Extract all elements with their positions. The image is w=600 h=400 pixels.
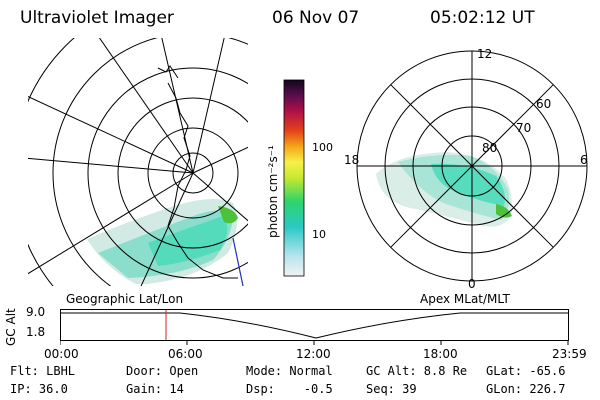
lat-label-70: 70	[516, 121, 531, 135]
time-label: 05:02:12 UT	[430, 8, 535, 28]
geographic-map	[28, 38, 248, 286]
lat-label-60: 60	[536, 97, 551, 111]
sequence-number: Seq: 39	[366, 382, 417, 396]
time-tick-1800: 18:00	[423, 347, 458, 361]
aurora-emission-right	[376, 152, 512, 227]
altitude-axis-label: GC Alt	[4, 308, 18, 346]
time-tick-0000: 00:00	[44, 347, 79, 361]
mlt-label-0: 0	[468, 277, 476, 290]
mlt-label-18: 18	[344, 153, 359, 167]
door-status: Door: Open	[126, 364, 199, 378]
altitude-tick-min: 1.8	[26, 325, 46, 339]
time-tick-0600: 06:00	[168, 347, 203, 361]
altitude-tick-max: 9.0	[26, 305, 46, 319]
instrument-title: Ultraviolet Imager	[20, 8, 174, 28]
terminator-line	[232, 237, 244, 286]
altitude-curve	[60, 312, 568, 339]
left-map-caption: Geographic Lat/Lon	[66, 292, 184, 306]
date-label: 06 Nov 07	[272, 8, 360, 28]
gc-altitude: GC Alt: 8.8 Re	[366, 364, 468, 378]
geo-latitude: GLat: -65.6	[486, 364, 566, 378]
colorbar-tick-10: 10	[312, 228, 326, 241]
flight-filter: Flt: LBHL	[10, 364, 76, 378]
polar-mlt-plot: 12 18 6 0 60 70 80	[344, 47, 588, 290]
time-tick-1200: 12:00	[296, 347, 331, 361]
mode-status: Mode: Normal	[246, 364, 333, 378]
mlt-label-12: 12	[477, 47, 492, 61]
coastline	[167, 82, 238, 279]
right-map-caption: Apex MLat/MLT	[420, 292, 510, 306]
mlt-label-6: 6	[580, 153, 588, 167]
ip-value: IP: 36.0	[10, 382, 68, 396]
dsp-value: Dsp: -0.5	[246, 382, 333, 396]
gain-value: Gain: 14	[126, 382, 184, 396]
color-scale-bar	[283, 79, 305, 277]
colorbar-unit-label: photon cm⁻²s⁻¹	[266, 145, 280, 238]
geo-longitude: GLon: 226.7	[486, 382, 566, 396]
colorbar-tick-100: 100	[312, 141, 333, 154]
lat-label-80: 80	[482, 141, 497, 155]
time-tick-2359: 23:59	[552, 347, 587, 361]
altitude-timeline-plot	[60, 309, 569, 345]
